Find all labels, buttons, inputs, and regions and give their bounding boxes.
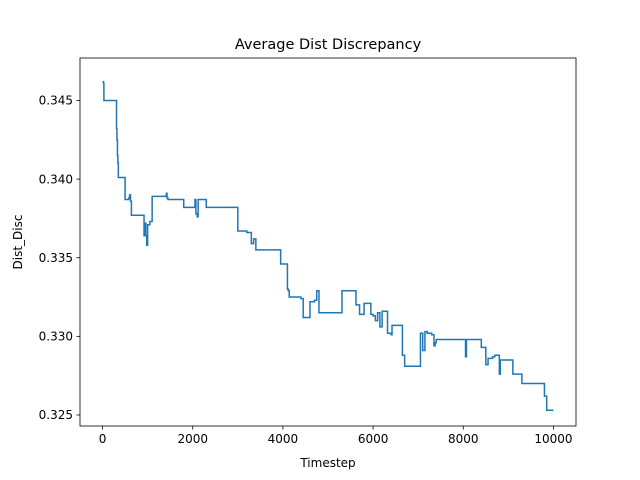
y-tick-label: 0.340 (39, 172, 73, 186)
series-line-0 (102, 80, 554, 412)
plot-area (80, 58, 576, 426)
plot-frame (79, 57, 577, 427)
x-tick-label: 0 (99, 432, 107, 446)
x-tick-label: 2000 (177, 432, 208, 446)
y-axis-ticks: 0.325 0.330 0.335 0.340 0.345 (39, 94, 80, 422)
y-tick-label: 0.335 (39, 251, 73, 265)
x-axis-label: Timestep (299, 456, 355, 470)
x-tick-label: 10000 (534, 432, 572, 446)
x-tick-label: 6000 (358, 432, 389, 446)
y-tick-label: 0.325 (39, 408, 73, 422)
y-tick-label: 0.330 (39, 330, 73, 344)
chart-title: Average Dist Discrepancy (235, 37, 422, 53)
x-tick-label: 8000 (448, 432, 479, 446)
x-axis-ticks: 0 2000 4000 6000 8000 10000 (99, 426, 573, 446)
x-tick-label: 4000 (268, 432, 299, 446)
series-layer (102, 80, 554, 412)
y-axis-label: Dist_Disc (11, 215, 25, 270)
y-tick-label: 0.345 (39, 94, 73, 108)
